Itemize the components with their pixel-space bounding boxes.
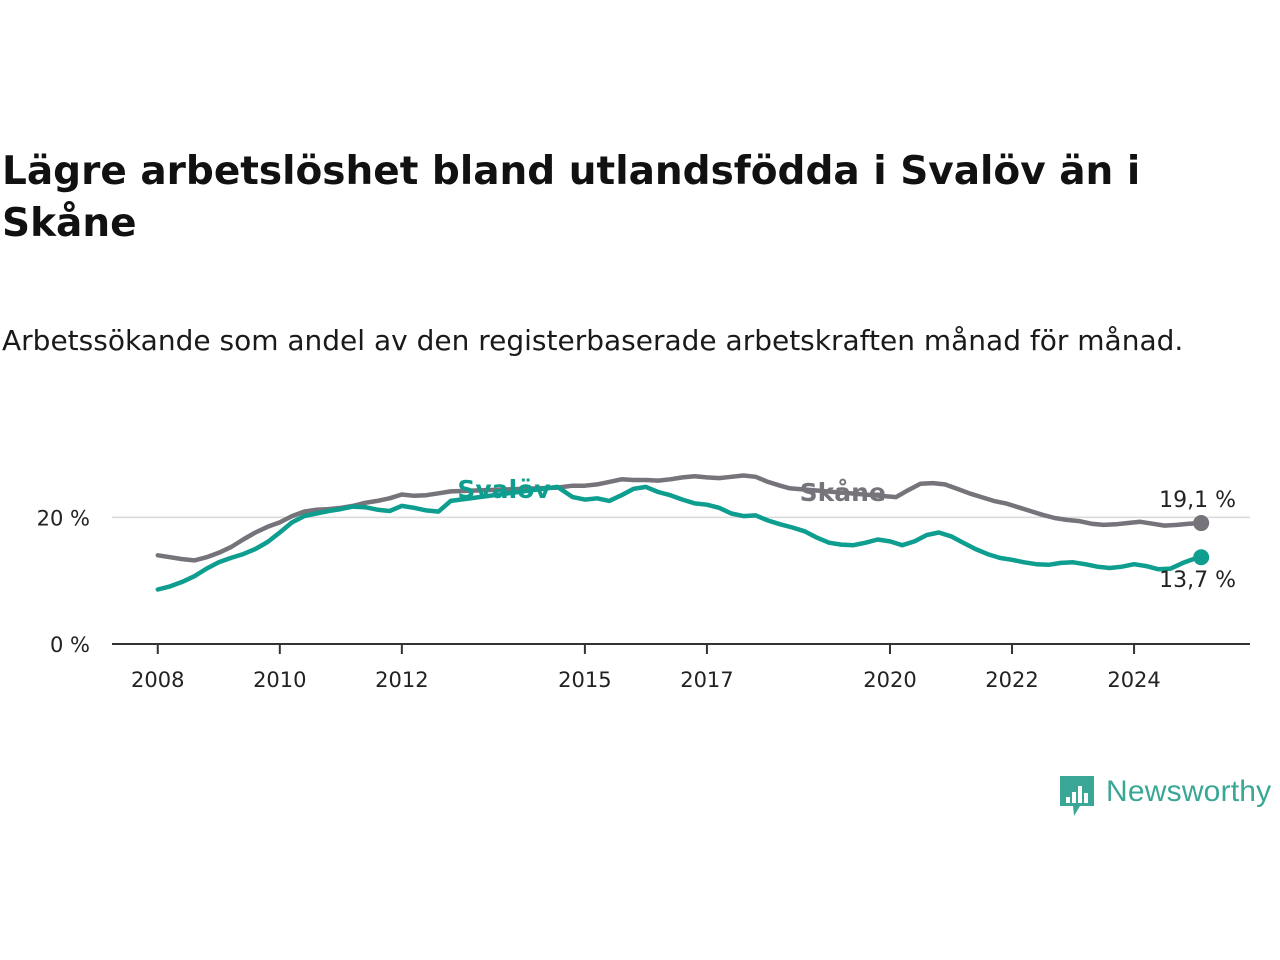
newsworthy-logo-icon [1060, 776, 1094, 816]
x-tick-label: 2010 [253, 668, 306, 692]
series-end-point [1193, 515, 1210, 532]
end-value-label-svalov: 13,7 % [1159, 568, 1236, 593]
y-tick-label: 20 % [37, 506, 90, 530]
series-end-point [1193, 549, 1210, 566]
x-tick-label: 2012 [375, 668, 428, 692]
chart-title: Lägre arbetslöshet bland utlandsfödda i … [2, 149, 1141, 246]
x-tick-label: 2024 [1107, 668, 1160, 692]
x-tick-label: 2020 [863, 668, 916, 692]
newsworthy-logo: Newsworthy [1058, 773, 1280, 819]
series-label-skane: Skåne [800, 478, 886, 507]
series-line-skane [155, 473, 1204, 563]
series-label-svalov: Svalöv [457, 475, 550, 504]
x-tick-label: 2017 [680, 668, 733, 692]
series-line-svalov [155, 484, 1204, 592]
x-tick-label: 2022 [985, 668, 1038, 692]
x-tick-label: 2008 [131, 668, 184, 692]
x-tick-label: 2015 [558, 668, 611, 692]
y-tick-label: 0 % [50, 633, 90, 657]
newsworthy-logo-text: Newsworthy [1106, 775, 1272, 808]
line-chart: 0 % 20 % 2008 2010 2012 2015 2017 2020 2022 2024 S… [37, 473, 1250, 692]
end-value-label-skane: 19,1 % [1159, 488, 1236, 513]
chart-subtitle: Arbetssökande som andel av den registerb… [2, 324, 1184, 357]
